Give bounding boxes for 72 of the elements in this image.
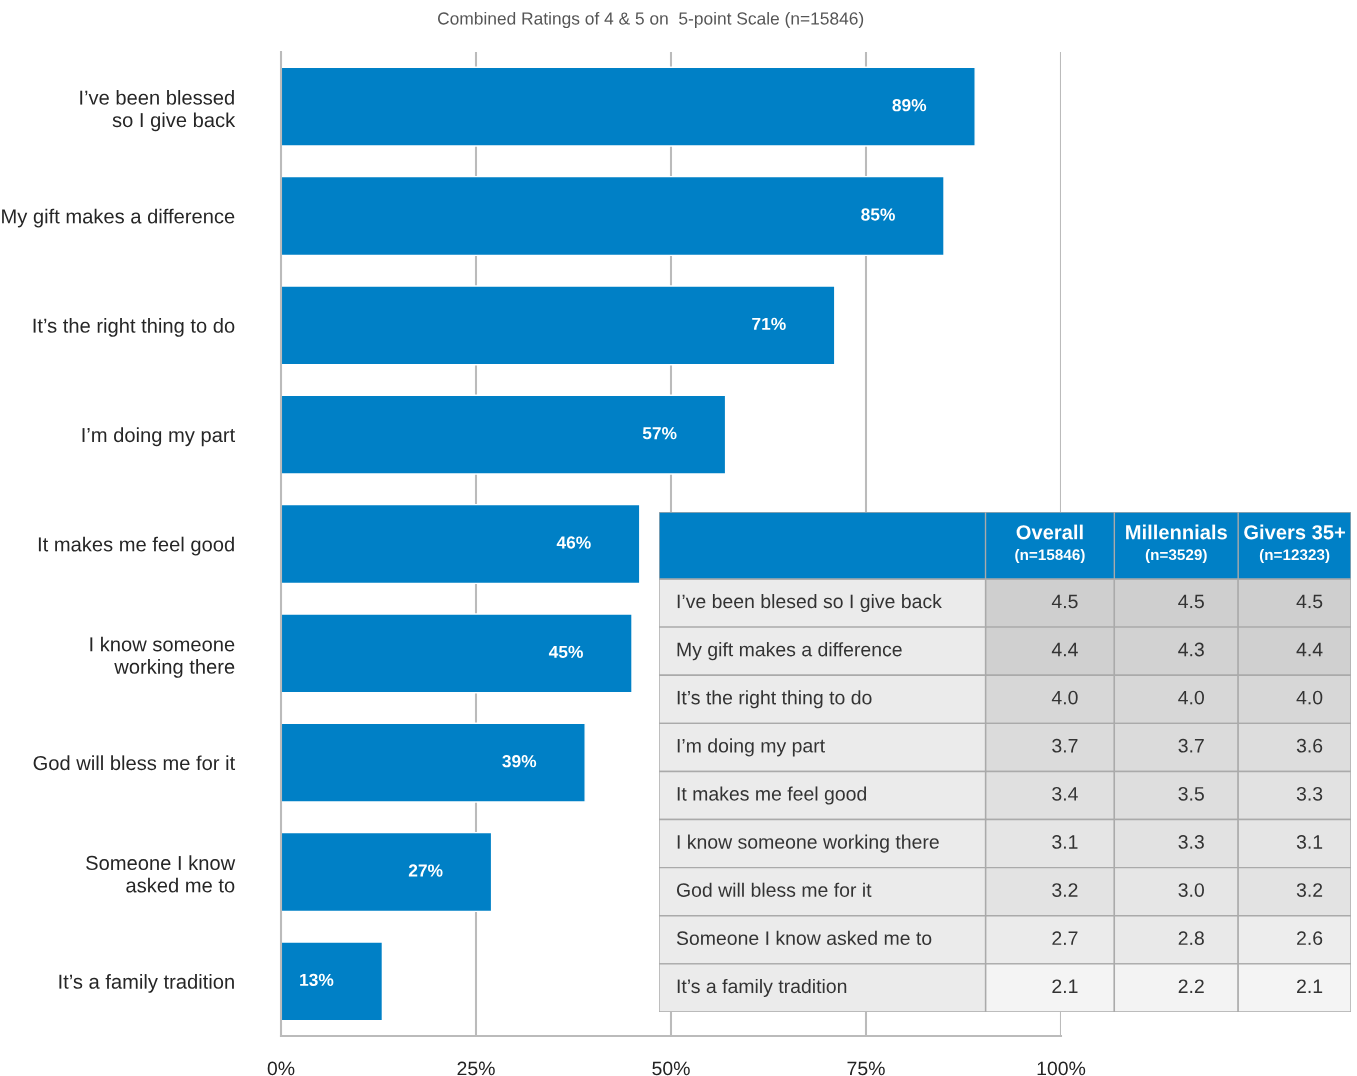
data-label: 27% xyxy=(408,864,443,877)
data-label: 2.2 xyxy=(1178,979,1204,993)
x-tick-label: 75% xyxy=(847,1061,885,1076)
y-tick-label: It makes me feel good xyxy=(38,536,234,556)
data-label: 4.4 xyxy=(1296,642,1323,657)
y-tick-label: Someone I know asked me to xyxy=(676,930,932,946)
data-label: 89% xyxy=(892,99,927,112)
data-label: 46% xyxy=(556,536,591,549)
data-label: 4.5 xyxy=(1178,594,1204,609)
y-tick-label: Someone I know asked me to xyxy=(86,855,236,893)
y-tick-label: It’s the right thing to do xyxy=(677,690,872,709)
data-label: 2.8 xyxy=(1178,931,1204,946)
y-tick-label: I know someone working there xyxy=(90,636,235,678)
bar xyxy=(281,175,945,257)
data-label: 4.0 xyxy=(1178,690,1204,705)
y-tick-label: It’s a family tradition xyxy=(677,978,847,998)
data-label: 4.3 xyxy=(1178,642,1204,657)
x-tick-label: Millennials (n=3529) xyxy=(1126,524,1227,564)
data-label: 3.4 xyxy=(1052,786,1078,801)
x-tick-label: Overall (n=15846) xyxy=(1015,524,1085,564)
y-tick-label: God will bless me for it xyxy=(676,882,872,897)
y-tick-label: It’s a family tradition xyxy=(59,974,234,993)
x-tick-label: 0% xyxy=(267,1061,295,1076)
bar xyxy=(281,941,384,1022)
y-tick-label: I’ve been blessed so I give back xyxy=(80,89,236,132)
y-tick-label: It’s the right thing to do xyxy=(33,318,235,337)
y-tick-label: My gift makes a difference xyxy=(677,642,902,661)
data-label: 3.0 xyxy=(1178,883,1204,897)
data-label: 4.0 xyxy=(1296,690,1323,705)
bar xyxy=(281,722,586,803)
bar xyxy=(281,613,633,694)
data-label: 3.6 xyxy=(1296,738,1323,753)
data-label: 3.7 xyxy=(1178,738,1204,753)
data-label: 13% xyxy=(300,973,334,987)
data-label: 3.2 xyxy=(1052,883,1078,897)
x-tick-label: 25% xyxy=(457,1061,495,1076)
data-label: 4.5 xyxy=(1051,594,1078,609)
data-label: 2.1 xyxy=(1297,979,1323,993)
data-label: 3.1 xyxy=(1052,835,1078,849)
data-label: 85% xyxy=(861,208,895,221)
data-label: 3.3 xyxy=(1296,786,1323,801)
data-label: 2.6 xyxy=(1297,931,1323,946)
y-tick-label: I’m doing my part xyxy=(82,427,236,447)
data-label: 3.5 xyxy=(1178,786,1204,801)
bar xyxy=(281,831,493,913)
y-tick-label: My gift makes a difference xyxy=(2,208,235,228)
x-tick-label: 100% xyxy=(1037,1061,1086,1076)
data-label: 2.7 xyxy=(1052,931,1078,945)
chart-title: Combined Ratings of 4 & 5 on 5-point Scale (n=15846) xyxy=(438,11,864,29)
data-label: 4.5 xyxy=(1296,594,1323,609)
bar xyxy=(281,66,976,147)
data-label: 2.1 xyxy=(1052,979,1078,993)
data-label: 45% xyxy=(548,645,583,658)
y-tick-label: I’m doing my part xyxy=(677,738,825,757)
data-label: 39% xyxy=(502,755,537,768)
x-tick-label: Givers 35+ (n=12323) xyxy=(1244,524,1345,564)
data-label: 3.7 xyxy=(1052,738,1078,753)
bar xyxy=(281,503,641,585)
y-tick-label: I’ve been blesed so I give back xyxy=(677,593,942,613)
y-tick-label: I know someone working there xyxy=(677,834,939,853)
data-label: 3.2 xyxy=(1296,883,1323,897)
data-label: 3.1 xyxy=(1296,835,1323,849)
bar xyxy=(281,394,727,475)
data-label: 4.0 xyxy=(1051,690,1078,705)
data-label: 71% xyxy=(752,317,786,330)
x-tick-label: 50% xyxy=(652,1061,690,1076)
bar xyxy=(281,285,836,366)
y-tick-label: It makes me feel good xyxy=(677,786,867,805)
y-tick-label: God will bless me for it xyxy=(33,755,236,771)
data-label: 3.3 xyxy=(1178,835,1204,849)
data-label: 4.4 xyxy=(1051,642,1078,657)
data-label: 57% xyxy=(642,427,677,440)
